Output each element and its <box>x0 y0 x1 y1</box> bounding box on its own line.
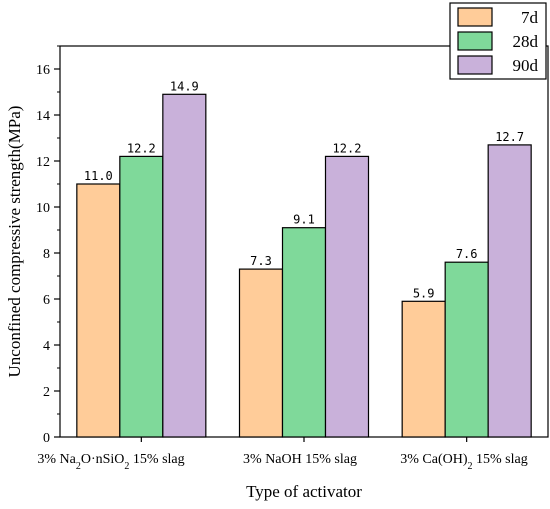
x-tick-label-part: 2 <box>76 461 81 472</box>
y-tick-label: 8 <box>43 247 50 262</box>
x-axis-title: Type of activator <box>246 482 362 501</box>
bar-28d-2 <box>281 227 327 438</box>
bar-90d-1 <box>162 93 207 438</box>
bar-28d-1 <box>119 155 164 438</box>
legend-swatch-90d <box>457 55 493 75</box>
x-tick-label-part: 2 <box>124 461 129 472</box>
x-tick-label-1: 3% Na2O·nSiO2 15% slag <box>37 452 184 472</box>
y-tick-label: 10 <box>36 201 50 216</box>
data-label-90d-1: 14.9 <box>170 79 199 93</box>
x-tick-label-part: O·nSiO <box>81 452 125 467</box>
data-label-28d-1: 12.2 <box>127 141 156 155</box>
legend-swatch-7d <box>457 7 493 27</box>
legend-label-90d: 90d <box>513 56 539 75</box>
legend-label-28d: 28d <box>513 32 539 51</box>
x-tick-label-2: 3% NaOH 15% slag <box>243 452 357 467</box>
bar-90d-2 <box>324 155 370 438</box>
x-tick-label-part: 3% Na <box>37 452 76 467</box>
x-tick-label-part: 15% slag <box>129 452 184 467</box>
data-label-28d-2: 9.1 <box>293 213 315 227</box>
x-tick-label-3: 3% Ca(OH)2 15% slag <box>400 452 527 472</box>
y-tick-label: 14 <box>36 109 50 124</box>
data-label-90d-2: 12.2 <box>333 141 362 155</box>
y-tick-label: 16 <box>36 63 50 78</box>
x-tick-label-part: 3% Ca(OH) <box>400 452 468 467</box>
y-tick-label: 0 <box>43 431 50 446</box>
y-tick-label: 4 <box>43 339 50 354</box>
bar-90d-3 <box>487 144 532 438</box>
y-tick-label: 2 <box>43 385 50 400</box>
bar-28d-3 <box>444 261 489 438</box>
y-axis-title: Unconfined compressive strength(MPa) <box>5 106 24 378</box>
data-label-7d-1: 11.0 <box>84 169 113 183</box>
legend-label-7d: 7d <box>521 8 539 27</box>
x-tick-label-part: 2 <box>468 461 473 472</box>
y-tick-label: 6 <box>43 293 50 308</box>
x-tick-label-part: 15% slag <box>473 452 528 467</box>
data-label-90d-3: 12.7 <box>495 130 524 144</box>
bar-7d-1 <box>76 183 121 438</box>
bar-7d-3 <box>401 300 446 438</box>
data-label-7d-3: 5.9 <box>413 286 435 300</box>
data-label-28d-3: 7.6 <box>456 247 478 261</box>
data-label-7d-2: 7.3 <box>250 254 272 268</box>
x-tick-label-part: 3% NaOH 15% slag <box>243 452 357 467</box>
legend-swatch-28d <box>457 31 493 51</box>
y-tick-label: 12 <box>36 155 50 170</box>
bar-7d-2 <box>238 268 284 438</box>
